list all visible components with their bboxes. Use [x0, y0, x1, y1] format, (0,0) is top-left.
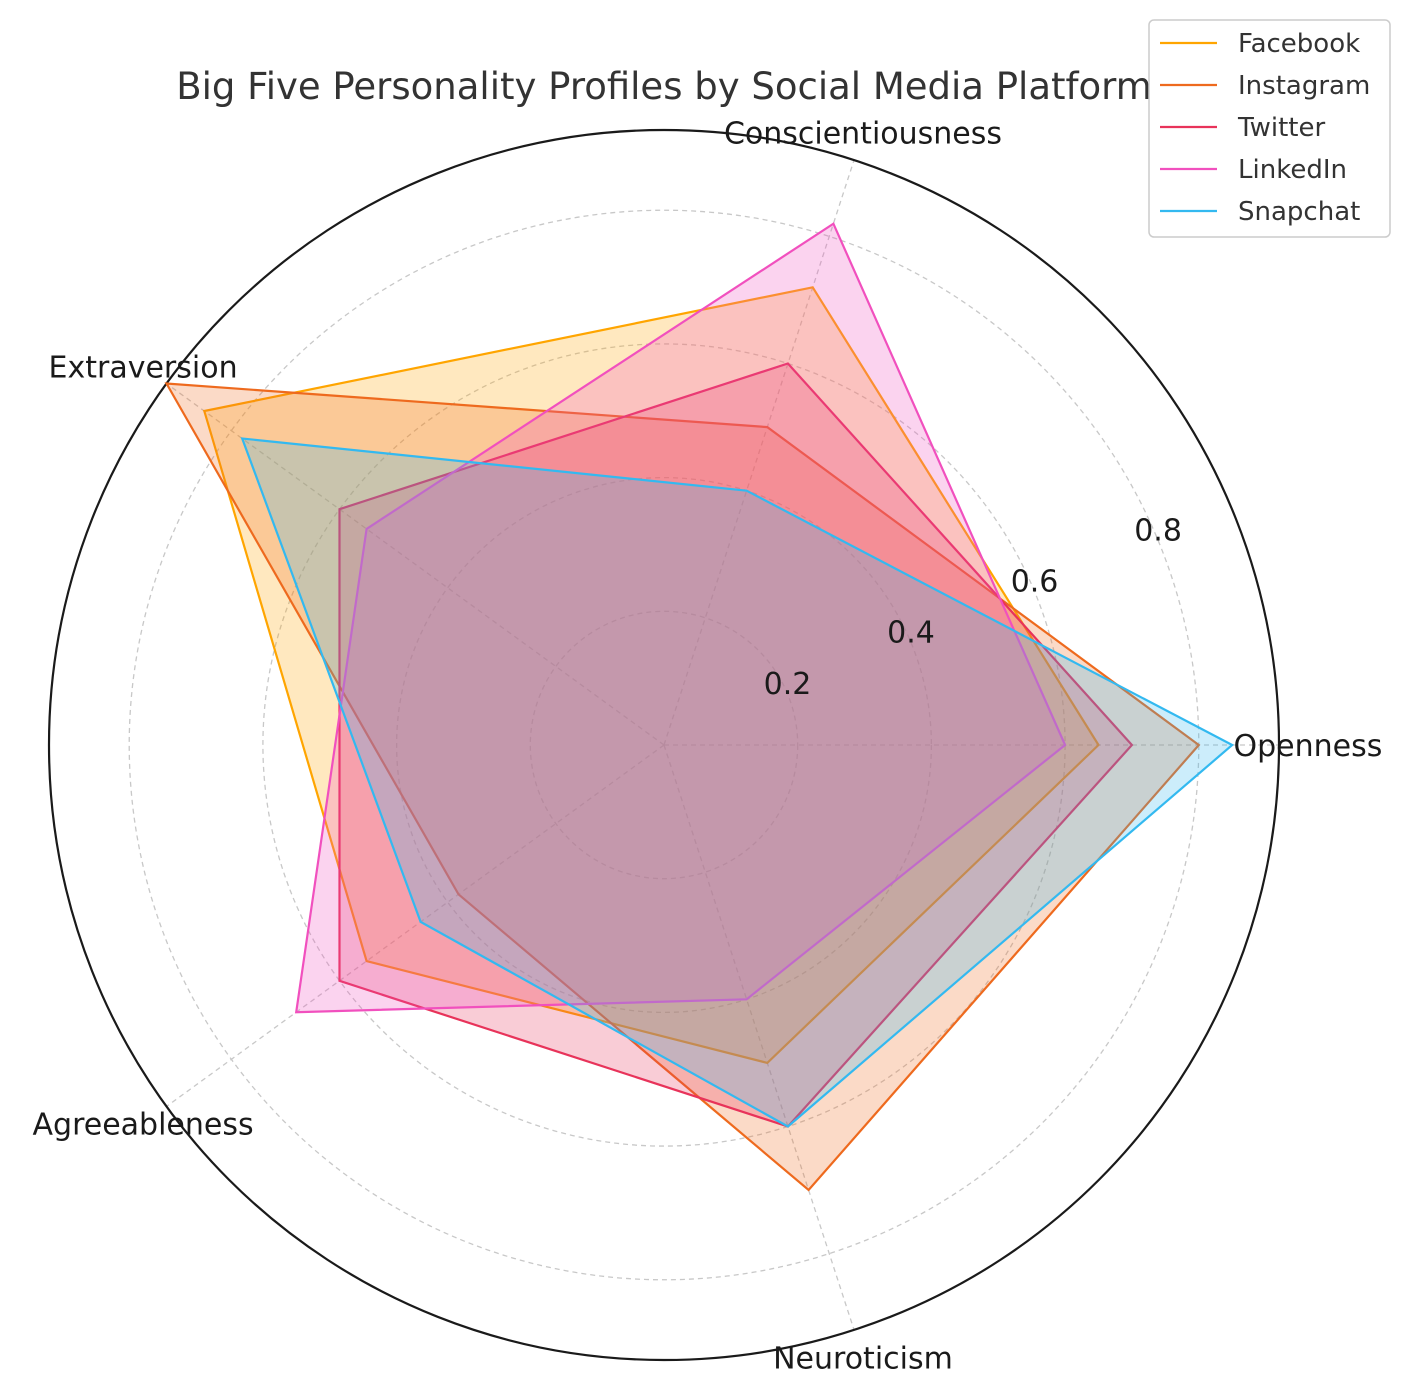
axis-label-neuroticism: Neuroticism — [773, 1341, 953, 1376]
grid-spoke — [663, 159, 855, 746]
outer-frame — [47, 128, 1281, 1362]
label-layer: 0.2 0.4 0.6 0.8 Openness Conscientiousness Ext… — [33, 117, 1383, 1377]
radial-tick-label: 0.2 — [764, 667, 812, 702]
series-layer — [164, 222, 1235, 1192]
legend-box — [1148, 19, 1391, 238]
series-polygon-instagram — [164, 382, 1201, 1192]
legend-label-facebook: Facebook — [1238, 29, 1360, 59]
series-polygon-twitter — [338, 362, 1134, 1128]
series-polygon-snapchat — [240, 437, 1235, 1128]
axis-label-agreeableness: Agreeableness — [33, 1107, 254, 1142]
legend-label-snapchat: Snapchat — [1238, 197, 1360, 227]
legend-label-linkedin: LinkedIn — [1238, 155, 1347, 185]
axis-label-openness: Openness — [1233, 729, 1382, 764]
chart-title: Big Five Personality Profiles by Social … — [176, 65, 1152, 108]
radial-tick-label: 0.8 — [1134, 513, 1182, 548]
grid-spoke — [166, 744, 665, 1108]
series-polygon-linkedin — [294, 222, 1067, 1014]
legend-label-twitter: Twitter — [1237, 113, 1325, 143]
grid-circle — [529, 610, 799, 880]
radial-tick-label: 0.4 — [887, 616, 935, 651]
legend: Facebook Instagram Twitter LinkedIn Snapchat — [1148, 19, 1391, 238]
legend-label-instagram: Instagram — [1238, 71, 1370, 101]
radial-tick-label: 0.6 — [1011, 565, 1059, 600]
grid-circle — [395, 476, 933, 1014]
grid-spoke — [166, 382, 665, 746]
axis-label-extraversion: Extraversion — [49, 351, 238, 386]
axis-label-conscientiousness: Conscientiousness — [724, 117, 1002, 152]
grid-spoke — [663, 744, 855, 1331]
